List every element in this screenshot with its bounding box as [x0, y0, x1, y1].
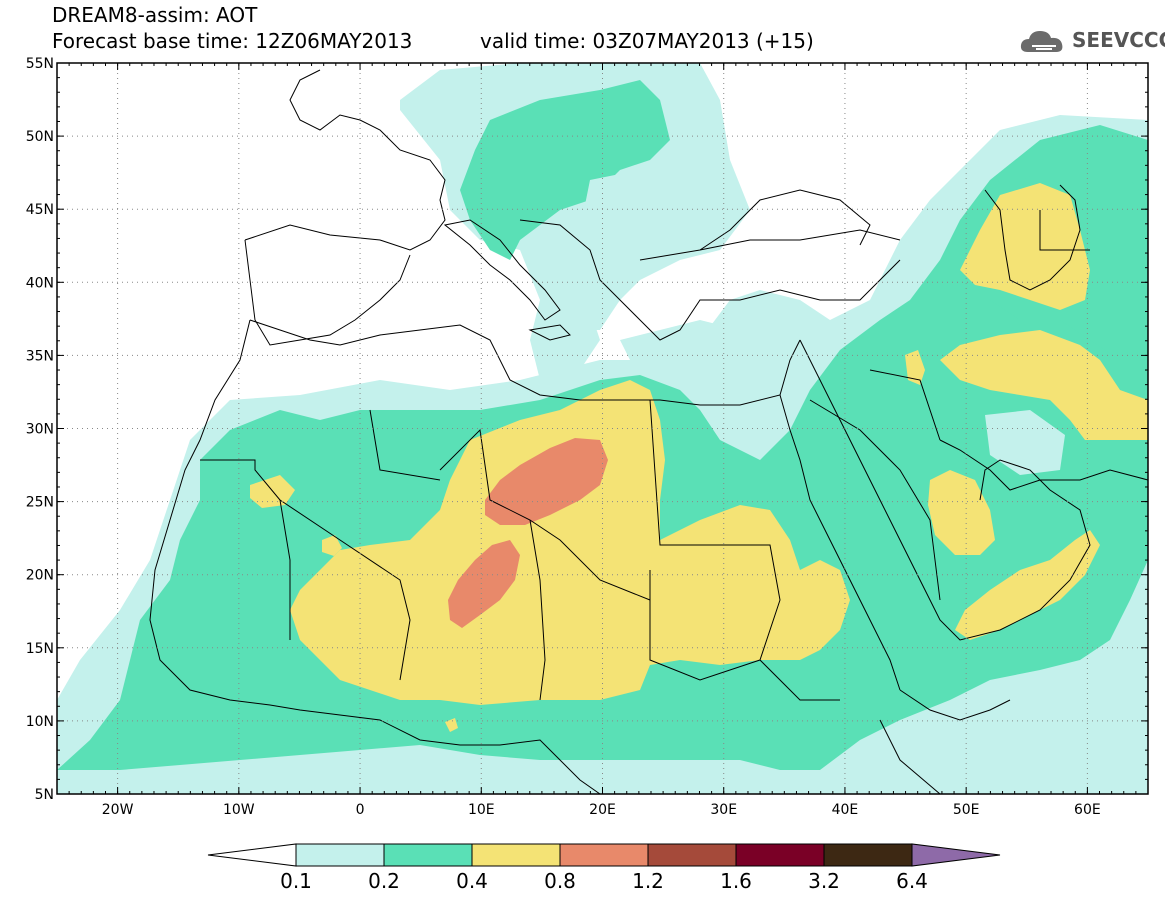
- legend-lower-arrow: [207, 843, 297, 867]
- legend-swatch: [559, 843, 649, 867]
- color-legend: 0.1 0.2 0.4 0.8 1.2 1.6 3.2 6.4: [207, 843, 1001, 893]
- lon-label: 10E: [468, 802, 495, 818]
- lon-label: 10W: [223, 802, 255, 818]
- aot-band-0-1-islands: [585, 150, 1065, 475]
- aot-band-0-8: [448, 438, 608, 628]
- longitude-labels: 20W 10W 0 10E 20E 30E 40E 50E 60E: [102, 802, 1101, 818]
- lat-label: 50N: [26, 129, 54, 145]
- lat-label: 15N: [26, 641, 54, 657]
- legend-level-label: 3.2: [808, 869, 840, 893]
- aot-band-0-4: [250, 183, 1148, 732]
- lat-label: 5N: [35, 787, 54, 803]
- lat-label: 30N: [26, 422, 54, 438]
- legend-level-label: 0.1: [280, 869, 312, 893]
- map-title: DREAM8-assim: AOT: [52, 3, 258, 27]
- lat-label: 40N: [26, 275, 54, 291]
- lat-label: 55N: [26, 56, 54, 72]
- valid-time: valid time: 03Z07MAY2013 (+15): [480, 29, 814, 53]
- legend-upper-arrow: [911, 843, 1001, 867]
- forecast-base-time: Forecast base time: 12Z06MAY2013: [52, 29, 413, 53]
- legend-level-label: 1.2: [632, 869, 664, 893]
- legend-swatch: [471, 843, 561, 867]
- legend-swatch: [383, 843, 473, 867]
- lon-label: 20W: [102, 802, 134, 818]
- legend-swatch: [647, 843, 737, 867]
- legend-level-label: 0.4: [456, 869, 488, 893]
- seevccc-logo: SEEVCCC: [1018, 24, 1165, 58]
- legend-swatch: [735, 843, 825, 867]
- lat-label: 25N: [26, 495, 54, 511]
- lon-label: 50E: [953, 802, 980, 818]
- lat-label: 35N: [26, 348, 54, 364]
- lon-label: 40E: [832, 802, 859, 818]
- lon-label: 20E: [589, 802, 616, 818]
- lat-label: 45N: [26, 202, 54, 218]
- legend-level-label: 0.8: [544, 869, 576, 893]
- legend-level-label: 1.6: [720, 869, 752, 893]
- legend-swatch: [823, 843, 913, 867]
- lon-label: 0: [356, 802, 365, 818]
- lon-label: 30E: [710, 802, 737, 818]
- legend-level-label: 6.4: [896, 869, 928, 893]
- legend-level-label: 0.2: [368, 869, 400, 893]
- legend-swatch: [295, 843, 385, 867]
- axis-ticks: [56, 62, 1149, 795]
- lat-label: 20N: [26, 568, 54, 584]
- lon-label: 60E: [1074, 802, 1101, 818]
- cloud-icon: [1020, 31, 1063, 52]
- latitude-labels: 55N 50N 45N 40N 35N 30N 25N 20N 15N 10N 5N: [26, 56, 54, 803]
- graticule: [57, 63, 1148, 794]
- coastlines: [149, 69, 1148, 794]
- lat-label: 10N: [26, 714, 54, 730]
- logo-text: SEEVCCC: [1072, 28, 1165, 52]
